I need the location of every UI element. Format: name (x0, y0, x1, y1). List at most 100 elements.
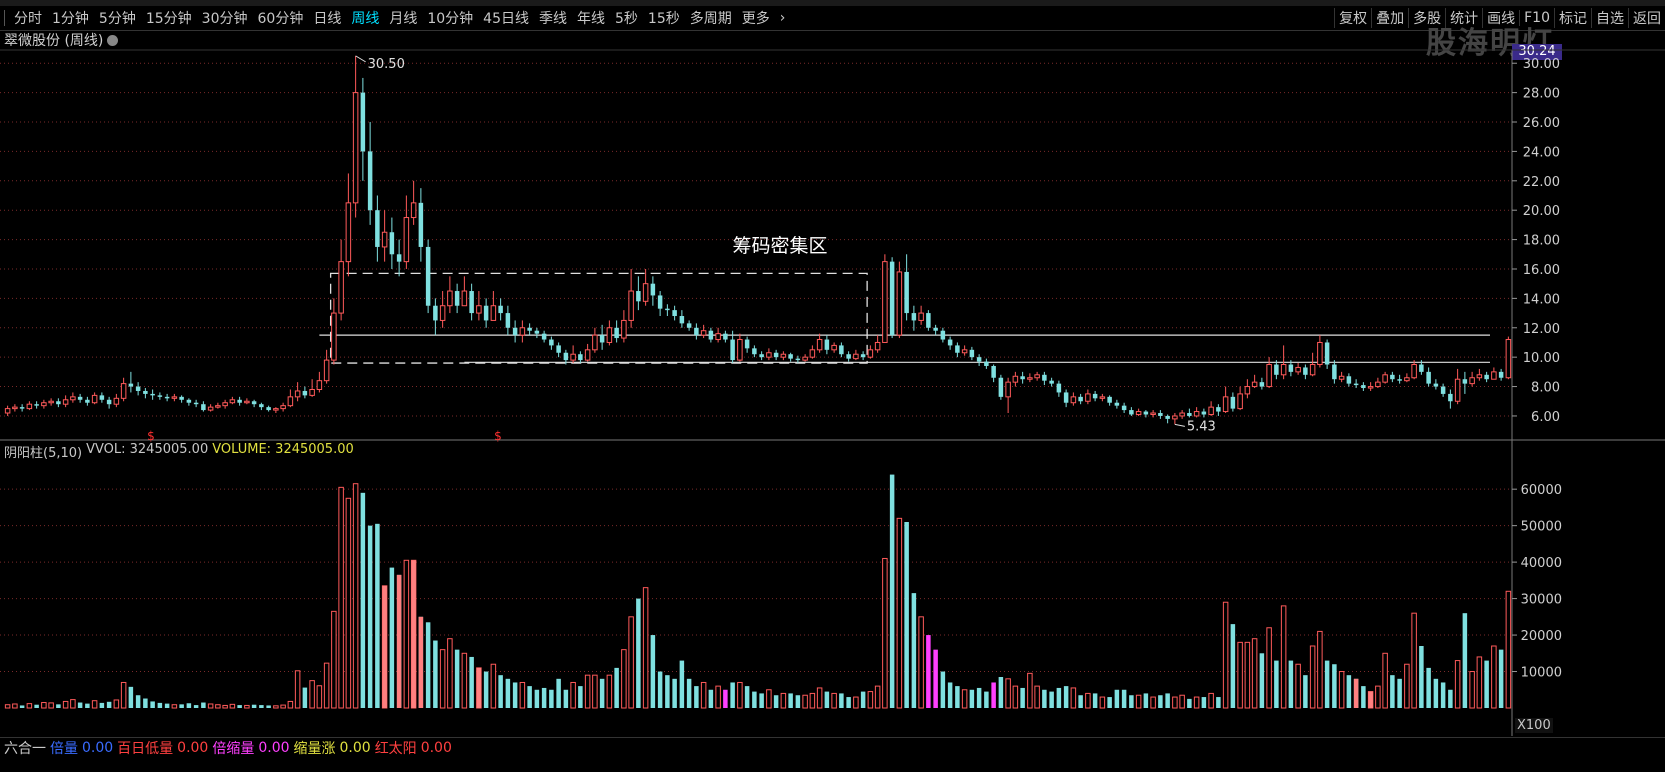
volume-bar-down (128, 686, 134, 708)
volume-bar-down (657, 671, 663, 708)
tab-15min[interactable]: 15分钟 (145, 11, 192, 27)
volume-bar-down (926, 635, 931, 708)
volume-value: VOLUME: 3245005.00 (212, 442, 354, 457)
candle-body-down (527, 327, 532, 331)
candle-body-up (584, 349, 591, 361)
candle-body-up (1208, 406, 1214, 415)
back-button[interactable]: 返回 (1628, 8, 1665, 28)
tab-5min[interactable]: 5分钟 (98, 11, 136, 27)
candle-body-down (143, 390, 148, 394)
tab-more[interactable]: 更多 (741, 11, 770, 27)
tab-45day[interactable]: 45日线 (483, 11, 529, 27)
price-tick-label: 8.00 (1531, 381, 1560, 396)
tab-daily[interactable]: 日线 (313, 11, 342, 27)
candle-body-down (723, 333, 728, 340)
tab-fenshi[interactable]: 分时 (14, 11, 42, 27)
f10-button[interactable]: F10 (1519, 10, 1554, 26)
chevron-right-icon[interactable]: › (779, 10, 786, 26)
candle-body-down (1332, 364, 1337, 380)
volume-bar-down (541, 687, 547, 708)
stock-title[interactable]: 翠微股份 (周线) (0, 31, 119, 49)
tab-10min[interactable]: 10分钟 (427, 11, 474, 27)
candle-body-up (12, 406, 18, 410)
tab-60min[interactable]: 60分钟 (257, 11, 304, 27)
candle-body-up (1469, 377, 1475, 385)
candle-body-up (1237, 393, 1243, 410)
volume-bar-down (360, 492, 366, 708)
volume-tick-label: 30000 (1521, 593, 1562, 608)
volume-bar-highlight (418, 616, 424, 708)
mark-button[interactable]: 标记 (1554, 8, 1591, 28)
candle-body-down (788, 354, 793, 359)
volume-bar-down (723, 689, 728, 708)
candle-body-up (628, 290, 634, 321)
candle-body-up (1280, 364, 1287, 376)
tab-1min[interactable]: 1分钟 (52, 11, 89, 27)
multi-stock-button[interactable]: 多股 (1408, 8, 1445, 28)
volume-bar-up (26, 703, 33, 709)
volume-bar-down (708, 689, 714, 708)
candle-body-up (1070, 396, 1077, 404)
tab-quarterly[interactable]: 季线 (538, 11, 567, 27)
tab-multi-period[interactable]: 多周期 (689, 11, 732, 27)
chevron-down-icon[interactable] (107, 34, 119, 46)
indicator-group-name[interactable]: 六合一 (4, 741, 46, 757)
candle-body-down (940, 330, 946, 340)
volume-bar-up (809, 692, 816, 709)
candle-body-up (338, 261, 344, 314)
statistics-button[interactable]: 统计 (1445, 8, 1482, 28)
tab-weekly[interactable]: 周线 (351, 11, 380, 27)
volume-bar-up (766, 689, 772, 709)
candle-body-up (1476, 374, 1483, 379)
price-tick-label: 14.00 (1523, 292, 1560, 307)
candle-body-up (519, 327, 526, 336)
volume-bar-up (120, 681, 127, 709)
volume-bar-down (193, 705, 199, 708)
volume-bar-down (1165, 693, 1170, 708)
volume-bar-up (207, 703, 214, 709)
candle-body-up (1411, 364, 1417, 379)
candle-body-down (99, 395, 105, 400)
volume-bar-down (135, 695, 141, 708)
tab-monthly[interactable]: 月线 (389, 11, 418, 27)
price-grid (0, 62, 1512, 417)
toolbar-divider (4, 10, 5, 26)
draw-line-button[interactable]: 画线 (1482, 8, 1519, 28)
volume-bar-down (860, 691, 866, 708)
candle-body-down (686, 323, 692, 328)
candle-body-down (708, 330, 714, 340)
candle-body-up (410, 202, 417, 219)
restore-rights-button[interactable]: 复权 (1334, 8, 1371, 28)
candle-body-up (294, 390, 301, 398)
tab-5sec[interactable]: 5秒 (614, 11, 638, 27)
top-menu-strip (0, 0, 1665, 6)
candle-body-down (454, 291, 460, 306)
candle-body-down (795, 358, 801, 361)
volume-bar-down (636, 598, 641, 708)
indicator-name[interactable]: 阴阳柱(5,10) (4, 446, 83, 461)
volume-bar-down (77, 702, 83, 708)
tab-30min[interactable]: 30分钟 (201, 11, 248, 27)
candle-body-down (1129, 410, 1134, 415)
volume-bar-up (853, 696, 859, 709)
overlay-button[interactable]: 叠加 (1371, 8, 1408, 28)
volume-bar-up (867, 691, 874, 709)
volume-bar-down (839, 693, 844, 708)
volume-bar-down (846, 697, 851, 708)
volume-bar-highlight (476, 667, 482, 708)
tab-15sec[interactable]: 15秒 (647, 11, 680, 27)
volume-bar-up (642, 587, 649, 709)
volume-bar-down (1361, 686, 1366, 708)
volume-bar-down (1419, 646, 1424, 708)
candle-body-down (657, 295, 663, 309)
tab-yearly[interactable]: 年线 (576, 11, 605, 27)
volume-bar-up (12, 703, 18, 709)
volume-bar-down (143, 698, 148, 708)
candle-body-down (193, 402, 199, 405)
candle-body-down (266, 407, 271, 411)
volume-bar-down (947, 682, 953, 708)
price-axis: 30.00 28.00 26.00 24.00 22.00 20.00 18.00 16.00… (0, 49, 1665, 736)
volume-bar-down (694, 686, 699, 708)
watchlist-button[interactable]: 自选 (1591, 8, 1628, 28)
